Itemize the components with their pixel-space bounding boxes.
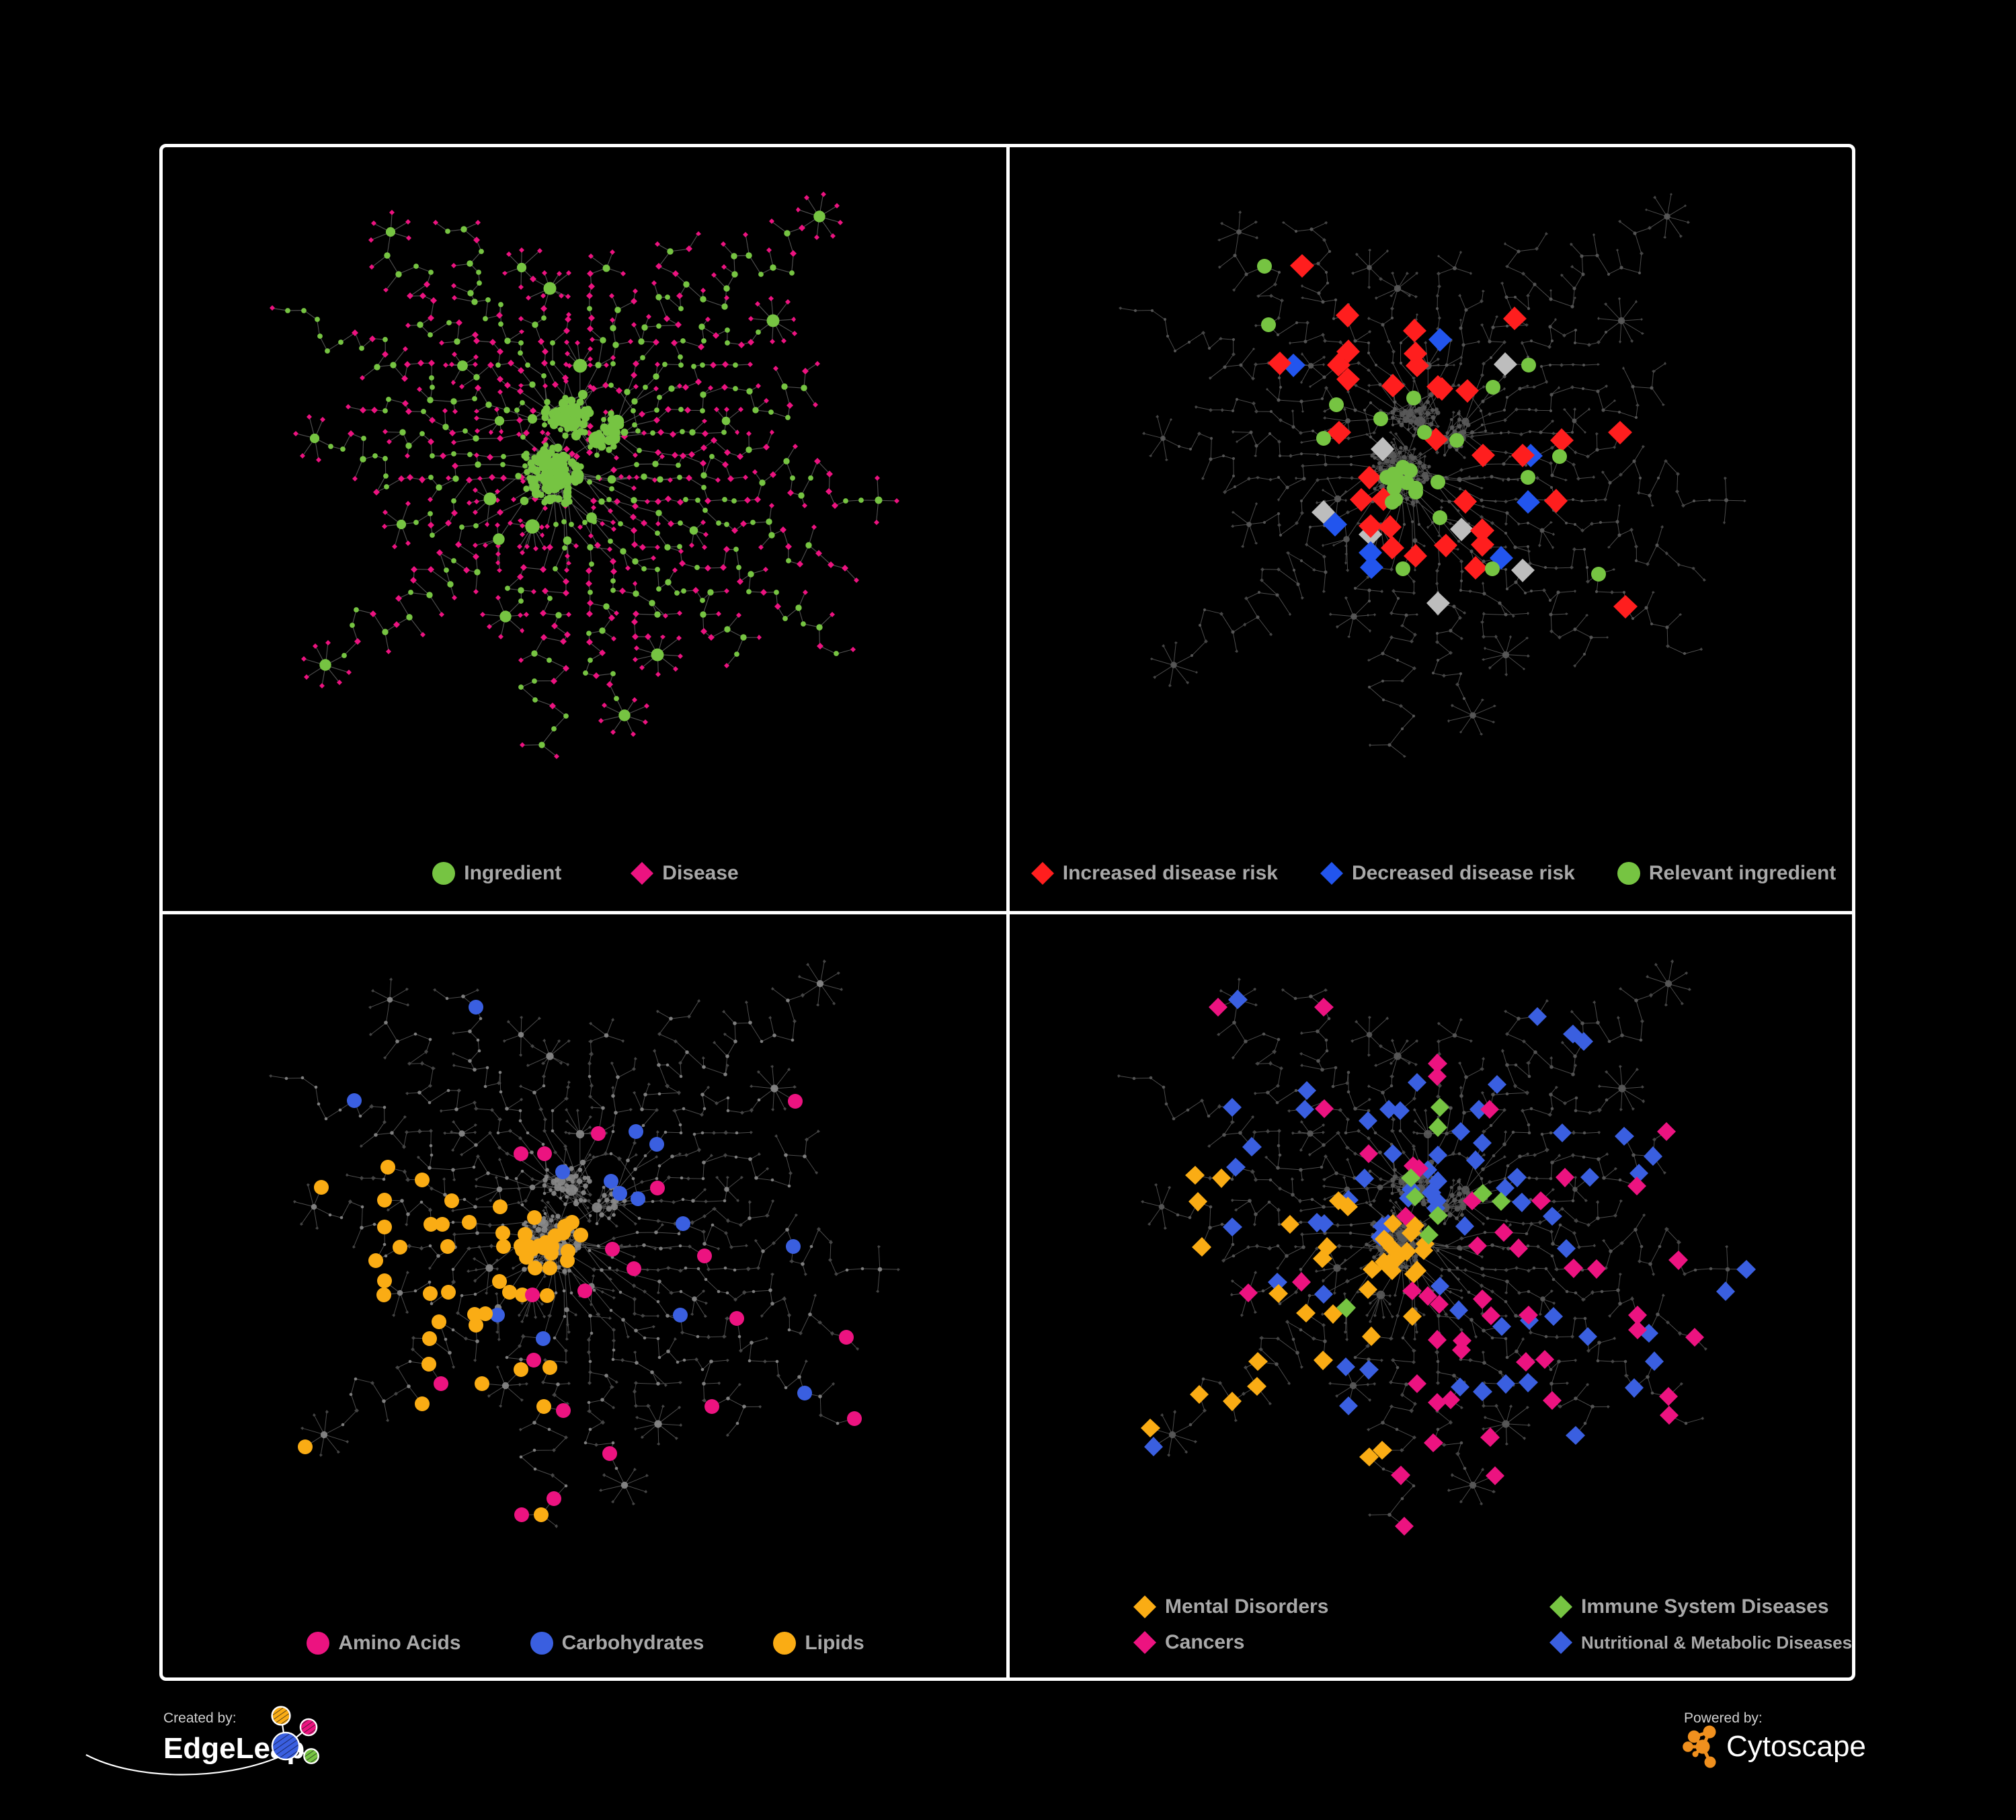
svg-text:Cytoscape: Cytoscape bbox=[1726, 1730, 1866, 1763]
